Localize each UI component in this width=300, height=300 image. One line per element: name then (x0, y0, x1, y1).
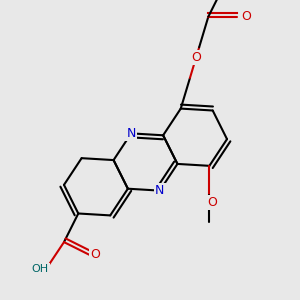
Text: OH: OH (32, 264, 49, 274)
Text: O: O (192, 51, 202, 64)
Text: N: N (155, 184, 164, 197)
Text: O: O (241, 10, 251, 23)
Text: O: O (90, 248, 100, 262)
Text: N: N (127, 127, 136, 140)
Text: O: O (207, 196, 217, 209)
